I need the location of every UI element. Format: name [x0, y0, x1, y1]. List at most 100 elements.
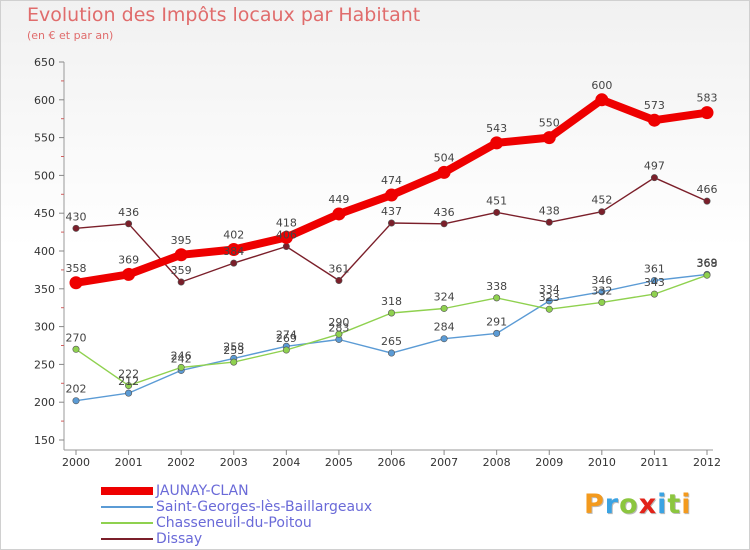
data-point: [230, 259, 238, 267]
y-tick-label: 650: [34, 56, 55, 69]
data-label: 246: [171, 349, 192, 362]
data-point: [700, 106, 714, 120]
data-point: [125, 389, 133, 397]
data-label: 359: [171, 264, 192, 277]
data-label: 332: [591, 284, 612, 297]
data-point: [598, 208, 606, 216]
data-point: [598, 298, 606, 306]
data-point: [177, 363, 185, 371]
data-point: [387, 309, 395, 317]
series-line: [75, 274, 708, 387]
data-label: 202: [66, 383, 87, 396]
data-label: 543: [486, 122, 507, 135]
x-tick-label: 2001: [115, 456, 143, 469]
data-point: [650, 276, 658, 284]
x-tick-label: 2012: [693, 456, 721, 469]
proxiti-logo: Proxiti: [584, 489, 692, 520]
x-tick-label: 2000: [62, 456, 90, 469]
data-label: 258: [223, 340, 244, 353]
y-tick-label: 600: [34, 94, 55, 107]
data-label: 573: [644, 99, 665, 112]
data-point: [72, 397, 80, 405]
data-point: [545, 305, 553, 313]
data-point: [279, 230, 293, 244]
data-label: 361: [644, 262, 665, 275]
legend-swatch: [101, 506, 153, 508]
data-label: 402: [223, 228, 244, 241]
data-label: 600: [591, 79, 612, 92]
y-tick-label: 400: [34, 245, 55, 258]
y-tick-label: 500: [34, 169, 55, 182]
data-label: 550: [539, 117, 560, 130]
data-point: [595, 93, 609, 107]
data-point: [493, 294, 501, 302]
x-tick-label: 2003: [220, 456, 248, 469]
data-point: [387, 349, 395, 357]
data-point: [227, 242, 241, 256]
data-point: [282, 242, 290, 250]
data-label: 452: [591, 194, 612, 207]
x-tick-label: 2002: [167, 456, 195, 469]
chart-title: Evolution des Impôts locaux par Habitant: [27, 4, 421, 26]
data-point: [703, 271, 711, 279]
data-label: 418: [276, 216, 297, 229]
data-labels: 430 436 359 384 406 361 437 436 451 438 452 497 466 2…: [66, 79, 718, 396]
y-tick-label: 250: [34, 358, 55, 371]
data-label: 368: [697, 257, 718, 270]
chart-subtitle: (en € et par an): [27, 29, 114, 42]
data-label: 253: [223, 344, 244, 357]
data-label: 343: [644, 276, 665, 289]
y-tick-label: 150: [34, 434, 55, 447]
x-tick-label: 2005: [325, 456, 353, 469]
data-label: 430: [66, 210, 87, 223]
data-label: 318: [381, 295, 402, 308]
data-point: [122, 267, 136, 281]
data-label: 438: [539, 204, 560, 217]
x-tick-label: 2011: [640, 456, 668, 469]
data-point: [437, 165, 451, 179]
data-point: [440, 335, 448, 343]
x-tick-label: 2006: [378, 456, 406, 469]
data-label: 384: [223, 245, 244, 258]
y-tick-label: 300: [34, 321, 55, 334]
data-label: 436: [434, 206, 455, 219]
data-label: 451: [486, 194, 507, 207]
data-label: 474: [381, 174, 402, 187]
data-point: [174, 248, 188, 262]
data-point: [650, 174, 658, 182]
legend-label: JAUNAY-CLAN: [156, 483, 249, 499]
data-label: 497: [644, 160, 665, 173]
data-label: 369: [697, 256, 718, 269]
data-point: [69, 276, 83, 290]
data-point: [72, 224, 80, 232]
data-point: [545, 218, 553, 226]
data-point: [490, 136, 504, 150]
data-label: 436: [118, 206, 139, 219]
data-label: 270: [66, 331, 87, 344]
axes: 150 200 250 300 350 400 450 500 550 600 650 2000 200…: [34, 56, 721, 469]
data-point: [545, 297, 553, 305]
data-point: [230, 358, 238, 366]
legend-label: Saint-Georges-lès-Baillargeaux: [156, 499, 373, 515]
y-tick-label: 350: [34, 283, 55, 296]
data-label: 290: [328, 316, 349, 329]
data-point: [387, 219, 395, 227]
data-point: [282, 346, 290, 354]
data-label: 212: [118, 375, 139, 388]
data-label: 265: [381, 335, 402, 348]
y-tick-label: 450: [34, 207, 55, 220]
data-point: [335, 330, 343, 338]
data-label: 274: [276, 328, 297, 341]
data-point: [335, 276, 343, 284]
data-label: 283: [328, 321, 349, 334]
data-point: [598, 288, 606, 296]
data-label: 369: [118, 253, 139, 266]
data-label: 242: [171, 352, 192, 365]
legend-label: Dissay: [156, 531, 203, 547]
legend-label: Chasseneuil-du-Poitou: [156, 515, 312, 531]
data-label: 324: [434, 290, 455, 303]
data-point: [125, 382, 133, 390]
data-label: 222: [118, 368, 139, 381]
x-tick-label: 2010: [588, 456, 616, 469]
